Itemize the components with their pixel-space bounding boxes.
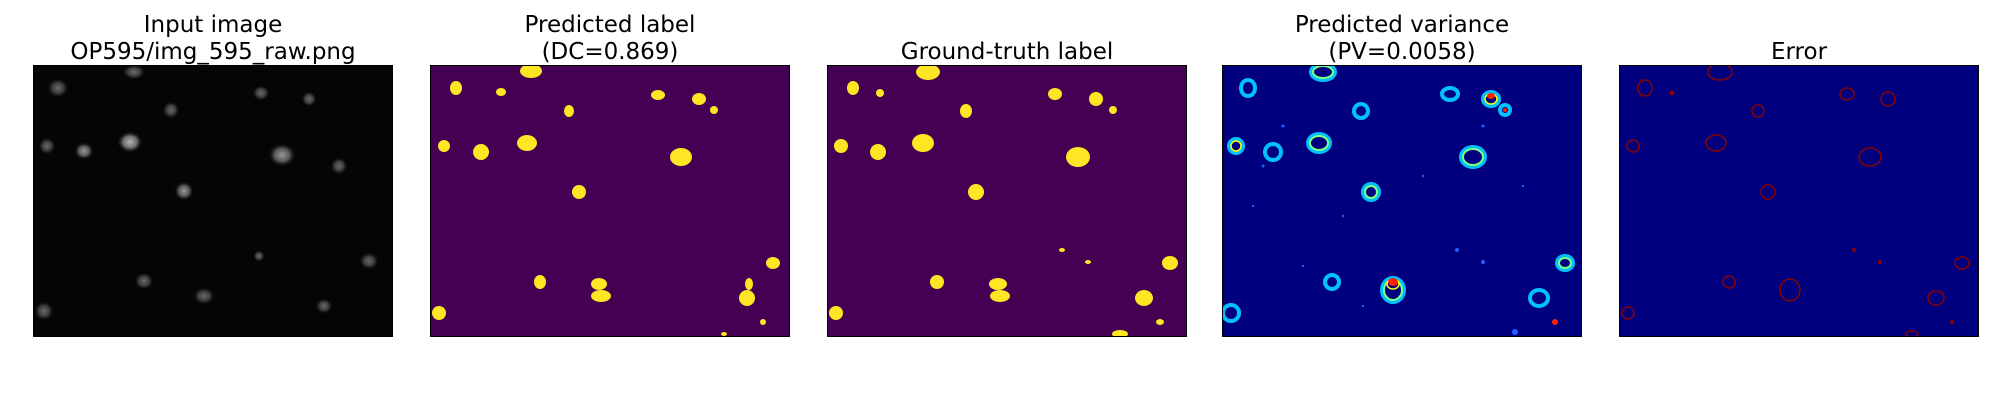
predicted-label-canvas (431, 66, 789, 336)
predicted-variance-image (1222, 65, 1582, 337)
ground-truth-label-image (827, 65, 1187, 337)
title-line-1: Predicted variance (1294, 12, 1510, 38)
panel-title: Predicted variance (PV=0.0058) (1222, 12, 1582, 66)
title-line-2: OP595/img_595_raw.png (70, 39, 356, 65)
title-line-1: Input image (143, 12, 283, 38)
predicted-label-image (430, 65, 790, 337)
panel-error: Error (1619, 0, 1979, 400)
title-line-2: (DC=0.869) (541, 39, 679, 65)
ground-truth-label-canvas (828, 66, 1186, 336)
panel-title: Error (1619, 39, 1979, 66)
title-line-2: Ground-truth label (900, 39, 1114, 65)
predicted-variance-canvas (1223, 66, 1581, 336)
title-line-1: Predicted label (524, 12, 696, 38)
title-line-2: Error (1770, 39, 1828, 65)
panel-predicted-label: Predicted label (DC=0.869) (430, 0, 790, 400)
title-line-2: (PV=0.0058) (1328, 39, 1476, 65)
panel-title: Input image OP595/img_595_raw.png (33, 12, 393, 66)
panel-ground-truth-label: Ground-truth label (827, 0, 1187, 400)
input-image (33, 65, 393, 337)
error-canvas (1620, 66, 1978, 336)
error-image (1619, 65, 1979, 337)
panel-title: Predicted label (DC=0.869) (430, 12, 790, 66)
panel-input-image: Input image OP595/img_595_raw.png (33, 0, 393, 400)
panel-title: Ground-truth label (827, 39, 1187, 66)
input-image-canvas (34, 66, 392, 336)
panel-predicted-variance: Predicted variance (PV=0.0058) (1222, 0, 1582, 400)
